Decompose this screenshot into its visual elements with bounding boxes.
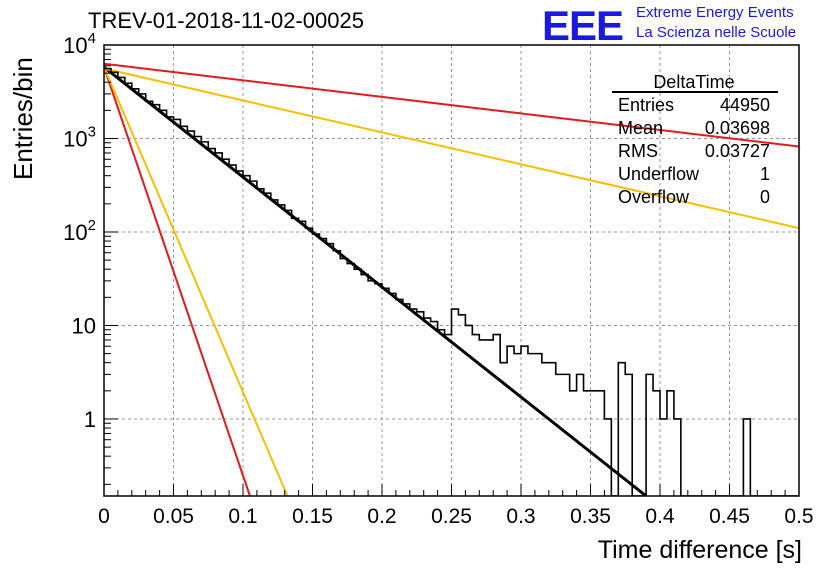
x-tick-label: 0.35 bbox=[570, 505, 611, 528]
stats-label-rms: RMS bbox=[618, 141, 658, 161]
x-tick-label: 0.3 bbox=[506, 505, 535, 528]
stats-box: DeltaTime Entries 44950 Mean 0.03698 RMS 0.037… bbox=[612, 72, 778, 207]
y-tick-label: 103 bbox=[63, 123, 96, 151]
stats-value-overflow: 0 bbox=[760, 187, 770, 207]
x-tick-label: 0.2 bbox=[367, 505, 396, 528]
x-tick-label: 0.5 bbox=[784, 505, 813, 528]
stats-label-underflow: Underflow bbox=[618, 164, 700, 184]
y-tick-label: 102 bbox=[63, 217, 96, 245]
stats-label-mean: Mean bbox=[618, 118, 663, 138]
x-axis-label: Time difference [s] bbox=[597, 536, 802, 564]
x-tick-label: 0.4 bbox=[645, 505, 675, 528]
fit-curve-2 bbox=[104, 66, 251, 496]
histogram-series bbox=[104, 67, 799, 496]
logo-line-1: Extreme Energy Events bbox=[636, 4, 794, 21]
stats-label-overflow: Overflow bbox=[618, 187, 690, 207]
x-tick-label: 0.25 bbox=[431, 505, 472, 528]
chart-title: TREV-01-2018-11-02-00025 bbox=[88, 8, 364, 33]
fit-curve-4 bbox=[104, 62, 799, 148]
stats-value-rms: 0.03727 bbox=[705, 141, 770, 161]
logo-line-2: La Scienza nelle Scuole bbox=[636, 24, 797, 41]
x-tick-label: 0.1 bbox=[228, 505, 257, 528]
grid-lines bbox=[104, 44, 799, 496]
x-tick-label: 0 bbox=[98, 505, 110, 528]
x-tick-label: 0.45 bbox=[709, 505, 750, 528]
y-tick-label: 1 bbox=[84, 407, 96, 432]
fit-curve-3 bbox=[104, 66, 289, 496]
histogram-outline bbox=[104, 67, 799, 496]
eee-logo: EEE bbox=[542, 2, 624, 49]
x-tick-label: 0.15 bbox=[292, 505, 333, 528]
stats-value-underflow: 1 bbox=[760, 164, 770, 184]
x-tick-label: 0.05 bbox=[153, 505, 194, 528]
y-tick-label: 104 bbox=[63, 30, 96, 58]
stats-label-entries: Entries bbox=[618, 95, 674, 115]
y-axis-label: Entries/bin bbox=[8, 57, 38, 180]
axis-ticks: 0 0.05 0.1 0.15 0.2 0.25 0.3 0.35 0.4 0.45 0.51101… bbox=[63, 30, 813, 528]
stats-value-entries: 44950 bbox=[720, 95, 770, 115]
stats-value-mean: 0.03698 bbox=[705, 118, 770, 138]
stats-title: DeltaTime bbox=[653, 72, 734, 92]
y-tick-label: 10 bbox=[72, 313, 96, 338]
fit-curve-5 bbox=[104, 67, 799, 230]
